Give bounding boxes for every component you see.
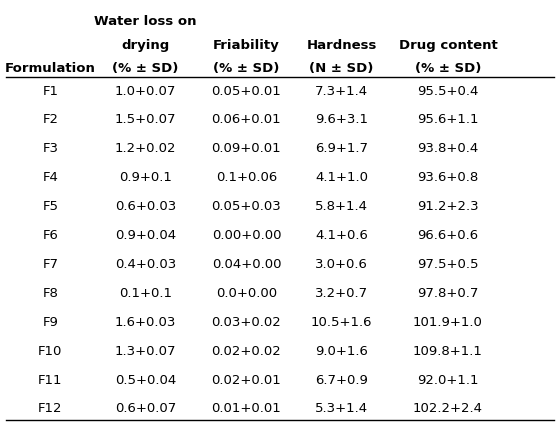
Text: Friability: Friability (213, 39, 280, 51)
Text: 0.6+0.03: 0.6+0.03 (115, 200, 176, 213)
Text: 10.5+1.6: 10.5+1.6 (311, 316, 372, 329)
Text: 0.01+0.01: 0.01+0.01 (212, 402, 281, 415)
Text: 96.6+0.6: 96.6+0.6 (417, 229, 479, 242)
Text: 5.8+1.4: 5.8+1.4 (315, 200, 368, 213)
Text: 97.8+0.7: 97.8+0.7 (417, 287, 479, 300)
Text: (% ± SD): (% ± SD) (415, 62, 481, 75)
Text: 109.8+1.1: 109.8+1.1 (413, 345, 483, 357)
Text: 0.02+0.02: 0.02+0.02 (212, 345, 281, 357)
Text: 0.0+0.00: 0.0+0.00 (216, 287, 277, 300)
Text: 0.9+0.1: 0.9+0.1 (119, 171, 172, 184)
Text: 0.03+0.02: 0.03+0.02 (212, 316, 281, 329)
Text: 0.9+0.04: 0.9+0.04 (115, 229, 176, 242)
Text: 92.0+1.1: 92.0+1.1 (417, 374, 479, 386)
Text: 7.3+1.4: 7.3+1.4 (315, 85, 368, 97)
Text: 0.5+0.04: 0.5+0.04 (115, 374, 176, 386)
Text: 0.6+0.07: 0.6+0.07 (115, 402, 176, 415)
Text: Formulation: Formulation (5, 62, 96, 75)
Text: 0.05+0.01: 0.05+0.01 (212, 85, 281, 97)
Text: F8: F8 (43, 287, 58, 300)
Text: 0.1+0.06: 0.1+0.06 (216, 171, 277, 184)
Text: 95.6+1.1: 95.6+1.1 (417, 113, 479, 126)
Text: F4: F4 (43, 171, 58, 184)
Text: 1.3+0.07: 1.3+0.07 (115, 345, 176, 357)
Text: 1.5+0.07: 1.5+0.07 (115, 113, 176, 126)
Text: 4.1+1.0: 4.1+1.0 (315, 171, 368, 184)
Text: 6.7+0.9: 6.7+0.9 (315, 374, 368, 386)
Text: 93.6+0.8: 93.6+0.8 (417, 171, 479, 184)
Text: 93.8+0.4: 93.8+0.4 (417, 142, 479, 155)
Text: 0.4+0.03: 0.4+0.03 (115, 258, 176, 271)
Text: 0.00+0.00: 0.00+0.00 (212, 229, 281, 242)
Text: drying: drying (122, 39, 170, 51)
Text: 9.6+3.1: 9.6+3.1 (315, 113, 368, 126)
Text: 0.04+0.00: 0.04+0.00 (212, 258, 281, 271)
Text: 95.5+0.4: 95.5+0.4 (417, 85, 479, 97)
Text: 0.05+0.03: 0.05+0.03 (212, 200, 281, 213)
Text: F10: F10 (38, 345, 63, 357)
Text: 1.2+0.02: 1.2+0.02 (115, 142, 176, 155)
Text: 101.9+1.0: 101.9+1.0 (413, 316, 483, 329)
Text: 9.0+1.6: 9.0+1.6 (315, 345, 368, 357)
Text: 5.3+1.4: 5.3+1.4 (315, 402, 368, 415)
Text: F1: F1 (43, 85, 58, 97)
Text: Hardness: Hardness (306, 39, 377, 51)
Text: F11: F11 (38, 374, 63, 386)
Text: 0.06+0.01: 0.06+0.01 (212, 113, 281, 126)
Text: 97.5+0.5: 97.5+0.5 (417, 258, 479, 271)
Text: Drug content: Drug content (399, 39, 497, 51)
Text: F12: F12 (38, 402, 63, 415)
Text: (N ± SD): (N ± SD) (310, 62, 374, 75)
Text: 1.0+0.07: 1.0+0.07 (115, 85, 176, 97)
Text: F7: F7 (43, 258, 58, 271)
Text: 0.1+0.1: 0.1+0.1 (119, 287, 172, 300)
Text: F9: F9 (43, 316, 58, 329)
Text: 4.1+0.6: 4.1+0.6 (315, 229, 368, 242)
Text: 3.0+0.6: 3.0+0.6 (315, 258, 368, 271)
Text: 0.02+0.01: 0.02+0.01 (212, 374, 281, 386)
Text: F5: F5 (43, 200, 58, 213)
Text: 102.2+2.4: 102.2+2.4 (413, 402, 483, 415)
Text: 1.6+0.03: 1.6+0.03 (115, 316, 176, 329)
Text: Water loss on: Water loss on (94, 15, 197, 28)
Text: F3: F3 (43, 142, 58, 155)
Text: (% ± SD): (% ± SD) (213, 62, 279, 75)
Text: 91.2+2.3: 91.2+2.3 (417, 200, 479, 213)
Text: 6.9+1.7: 6.9+1.7 (315, 142, 368, 155)
Text: F6: F6 (43, 229, 58, 242)
Text: 3.2+0.7: 3.2+0.7 (315, 287, 368, 300)
Text: (% ± SD): (% ± SD) (113, 62, 179, 75)
Text: F2: F2 (43, 113, 58, 126)
Text: 0.09+0.01: 0.09+0.01 (212, 142, 281, 155)
